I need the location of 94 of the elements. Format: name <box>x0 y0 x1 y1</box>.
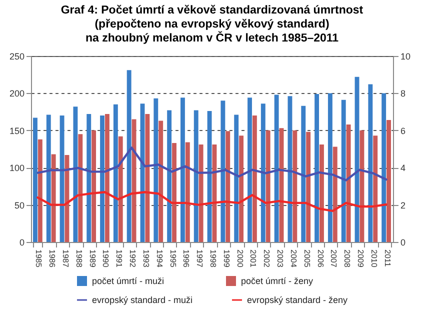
bar <box>301 106 306 242</box>
line-series <box>36 146 388 182</box>
y2-tick-label: 6 <box>400 126 406 136</box>
legend-label: evropský standard - muži <box>92 295 193 305</box>
x-tick-label: 1997 <box>195 250 204 268</box>
x-tick-label: 2001 <box>248 250 258 268</box>
bar <box>207 111 212 242</box>
bar <box>328 93 332 242</box>
bar <box>360 130 364 242</box>
bar <box>226 131 230 242</box>
bar <box>260 104 266 242</box>
x-tick-label: 1987 <box>61 250 70 268</box>
bar <box>33 118 38 242</box>
x-tick-label: 1994 <box>154 250 164 268</box>
bar <box>154 98 158 242</box>
y-tick-label: 100 <box>9 163 24 174</box>
bar <box>194 110 198 242</box>
bar <box>185 142 190 242</box>
bar <box>180 98 185 242</box>
bar <box>239 136 244 242</box>
x-tick-label: 1988 <box>74 250 84 268</box>
y2-tick-label: 0 <box>400 238 406 248</box>
y-tick-label: 150 <box>9 126 24 136</box>
bar <box>172 143 176 242</box>
y-tick-label: 50 <box>14 200 24 210</box>
bar <box>145 114 150 242</box>
bar <box>104 114 110 242</box>
bar <box>341 100 346 242</box>
bar <box>248 98 252 242</box>
x-tick-label: 2008 <box>342 250 352 268</box>
bar <box>382 93 386 242</box>
bar <box>113 104 118 242</box>
x-tick-label: 2000 <box>235 250 244 268</box>
y-tick-label: 0 <box>19 238 24 248</box>
y-tick-label: 250 <box>9 52 24 62</box>
y2-tick-label: 4 <box>400 163 406 174</box>
bar <box>118 136 123 242</box>
x-tick-label: 2004 <box>288 250 298 268</box>
bar <box>212 144 217 242</box>
bar <box>346 124 351 242</box>
bar <box>332 146 338 242</box>
y2-tick-label: 10 <box>400 52 411 62</box>
x-tick-label: 1996 <box>182 250 191 268</box>
bar <box>234 114 239 242</box>
x-tick-label: 1986 <box>48 250 57 268</box>
x-tick-label: 2005 <box>302 250 312 268</box>
bar <box>167 110 172 242</box>
bar <box>51 154 56 242</box>
x-tick-label: 1995 <box>168 250 178 268</box>
bar <box>306 132 311 242</box>
x-tick-label: 1998 <box>208 250 218 268</box>
bar <box>60 116 64 242</box>
bar <box>198 144 204 242</box>
x-tick-label: 1992 <box>128 250 138 268</box>
x-tick-label: 1999 <box>222 250 231 268</box>
bar <box>78 134 83 242</box>
bar <box>220 100 226 242</box>
x-tick-label: 2007 <box>329 250 338 268</box>
line-series <box>36 191 388 212</box>
bar <box>266 130 270 242</box>
bar <box>38 139 42 242</box>
bar <box>86 114 92 242</box>
bar <box>92 130 96 242</box>
bar <box>368 84 373 242</box>
y2-tick-label: 8 <box>400 88 406 99</box>
x-tick-label: 1985 <box>34 250 44 268</box>
x-tick-label: 1993 <box>141 250 150 268</box>
bar <box>73 106 78 242</box>
x-tick-label: 2010 <box>369 250 378 268</box>
y-tick-label: 200 <box>9 88 24 99</box>
bar <box>274 94 279 242</box>
bar <box>373 136 378 242</box>
x-tick-label: 1990 <box>101 250 110 268</box>
bar <box>100 116 104 242</box>
x-tick-label: 1989 <box>88 250 97 268</box>
x-tick-label: 2003 <box>276 250 285 268</box>
bar <box>158 120 164 242</box>
bar <box>386 120 391 242</box>
legend-label: počet úmrtí - muži <box>92 276 164 286</box>
y2-tick-label: 2 <box>400 200 406 210</box>
chart-title: Graf 4: Počet úmrtí a věkově standardizovaná úmrtnost (přepočteno na evropský věkový standard) na zhoubný melanom v ČR v letech 1985–2011 <box>60 4 364 44</box>
bar <box>314 94 320 242</box>
x-tick-label: 2009 <box>356 250 365 268</box>
bar <box>320 144 324 242</box>
bar <box>46 114 51 242</box>
legend-label: evropský standard - ženy <box>247 295 348 305</box>
x-tick-label: 2006 <box>316 250 325 268</box>
bar <box>252 116 257 242</box>
x-tick-label: 1991 <box>114 250 124 268</box>
bar <box>292 130 298 242</box>
legend-label: počet úmrtí - ženy <box>241 276 314 286</box>
bar <box>126 70 132 242</box>
x-tick-label: 2011 <box>382 250 392 268</box>
x-tick-label: 2002 <box>262 250 272 268</box>
